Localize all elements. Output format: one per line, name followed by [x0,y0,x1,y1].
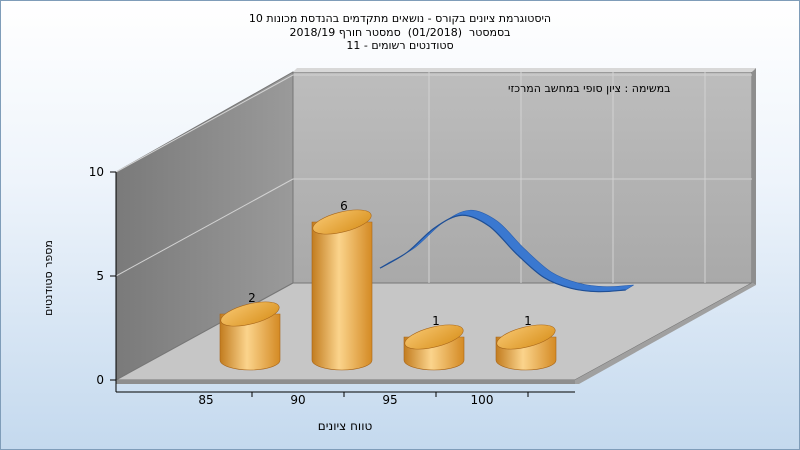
x-tick-label: 95 [382,393,397,407]
bar-cap [404,324,464,350]
bar-cap [312,209,372,235]
bar-value-label: 1 [524,314,532,328]
distribution-curve-edge [379,214,626,293]
y-tick-label: 10 [89,165,104,179]
back-wall-right-edge [752,68,756,285]
bar-cap [496,324,556,350]
back-wall-top-edge [293,68,756,72]
bar-cap [220,301,280,327]
y-axis-label: מספר סטודנטים [42,240,55,316]
x-axis-label: טווח ציונים [318,419,373,433]
chart-title-line-1: היסטוגרמת ציונים בקורס - נושאים מתקדמים … [248,12,552,25]
chart-title-line-2: בסמסטר (01/2018) סמסטר חורף 2018/19 [289,26,511,39]
side-gridline [115,74,294,173]
y-tick-label: 5 [96,269,104,283]
bar-95 [403,324,465,371]
floor-right-edge [575,283,756,384]
bar-body [311,221,373,371]
bar-100 [495,324,557,371]
x-tick-label: 85 [198,393,213,407]
floor-front-edge [116,380,575,384]
y-tick-label: 0 [96,373,104,387]
bar-value-label: 6 [340,199,348,213]
side-gridline [115,178,294,277]
bar-90 [311,209,373,371]
bar-body [219,313,281,371]
bar-value-label: 2 [248,291,256,305]
x-tick-label: 90 [290,393,305,407]
bar-value-label: 1 [432,314,440,328]
chart-annotation: במשימה : ציון סופי במחשב המרכזי [508,82,671,95]
bar-85 [219,301,281,371]
chart-title-line-3: סטודנטים רשומים - 11 [346,39,454,52]
x-tick-label: 100 [471,393,494,407]
